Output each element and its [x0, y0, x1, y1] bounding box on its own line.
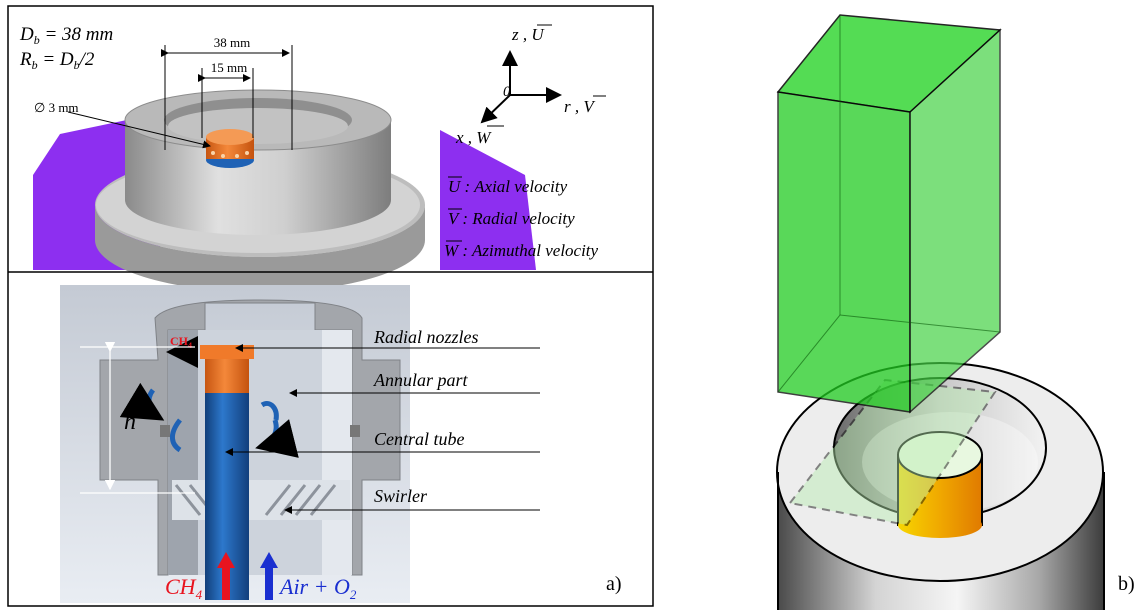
air-inlet-arrow — [260, 552, 278, 600]
callout-swirler: Swirler — [374, 486, 428, 506]
inlet-arrows — [217, 552, 278, 600]
central-tube-bottom — [898, 512, 982, 538]
swirl-arrow-left-2 — [170, 418, 183, 453]
dim-outer-label: 38 mm — [214, 35, 250, 50]
swirler-vanes — [174, 484, 337, 516]
dim-hole-leader — [67, 111, 211, 149]
outer-cylinder-outline — [777, 472, 1105, 610]
groove — [160, 425, 170, 437]
outer-cylinder — [125, 120, 391, 235]
axis-triad — [480, 50, 562, 124]
panel-b-label: b) — [1118, 573, 1135, 595]
legend-axial: U : Axial velocity — [448, 177, 568, 196]
axis-r-label: r , V — [564, 97, 596, 116]
legend-radial: V : Radial velocity — [448, 209, 575, 228]
swirl-arrow-right — [260, 401, 279, 421]
measurement-plane — [788, 378, 997, 527]
callout-central-tube: Central tube — [374, 429, 465, 449]
dim-inner-label: 15 mm — [211, 60, 247, 75]
param-db: Db = 38 mm — [19, 24, 113, 47]
burner-3d-render — [33, 89, 536, 292]
nozzle-hole — [245, 151, 249, 155]
nozzle-head — [200, 345, 254, 359]
groove — [350, 425, 360, 437]
callout-radial-nozzles: Radial nozzles — [373, 327, 479, 347]
annulus-inner — [168, 108, 348, 144]
burner-cross-section: CH4 — [60, 285, 410, 603]
ch4-inlet-label: CH4 — [165, 574, 203, 602]
h-label: h — [124, 409, 136, 435]
base-disk-edge — [95, 205, 425, 292]
axis-origin-label: 0 — [503, 84, 511, 100]
purple-plate-right — [440, 130, 536, 270]
domain-box-front — [777, 91, 911, 413]
nozzle-cap — [206, 129, 254, 145]
central-tube-top — [897, 431, 983, 479]
ch4-inlet-arrow — [217, 552, 235, 600]
param-rb: Rb = Db/2 — [19, 49, 95, 72]
axis-x-label: x , W — [455, 128, 492, 147]
nozzle-hole — [221, 154, 225, 158]
callout-leaders — [225, 344, 540, 514]
velocity-legend: U : Axial velocity V : Radial velocity W… — [444, 176, 599, 260]
dim-hole-label: ∅ 3 mm — [34, 100, 79, 115]
swirl-arrow-right-2 — [255, 419, 299, 458]
ch4-jet-label: CH4 — [170, 334, 192, 350]
air-inlet-label: Air + O2 — [278, 574, 357, 602]
nozzle-hole — [211, 151, 215, 155]
callout-annular-part: Annular part — [373, 370, 469, 390]
panel-b-render — [776, 14, 1105, 610]
x-axis-arrow — [480, 94, 511, 124]
nozzle-hole — [235, 154, 239, 158]
axis-z-label: z , U — [511, 25, 545, 44]
annular-wall-left — [168, 330, 198, 575]
panel-a-label: a) — [606, 573, 622, 595]
legend-azimuthal: W : Azimuthal velocity — [444, 241, 599, 260]
swirl-arrow-left — [119, 382, 165, 421]
dimension-lines — [67, 45, 293, 150]
height-dimension — [80, 341, 195, 494]
